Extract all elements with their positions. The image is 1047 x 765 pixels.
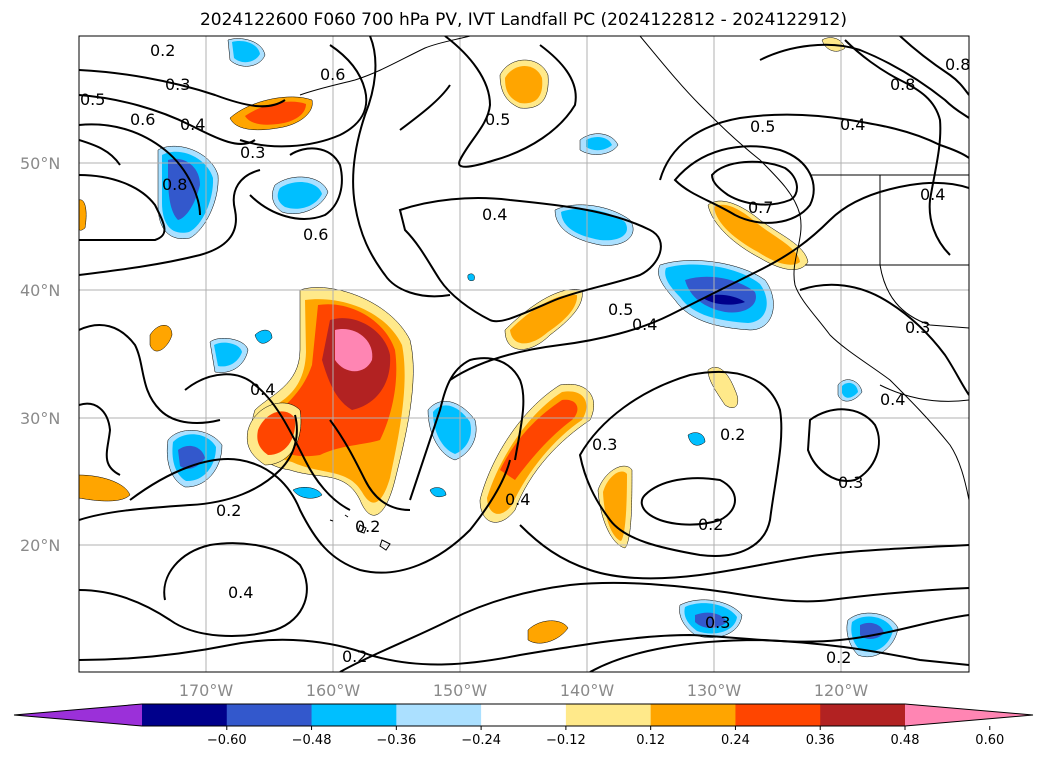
colorbar-tick-label: 0.60: [975, 733, 1004, 748]
colorbar-max-extension: [905, 704, 1033, 726]
latitude-labels: 50°N 40°N 30°N 20°N: [20, 154, 60, 555]
lon-label: 170°W: [179, 681, 234, 700]
pv-contours: [79, 36, 969, 672]
contour-labels: 0.2 0.3 0.5 0.6 0.4 0.8 0.3 0.6 0.6 0.4 …: [80, 41, 970, 667]
graticule: [79, 36, 969, 672]
contour-label: 0.3: [838, 473, 863, 492]
colorbar-bin: [481, 704, 567, 726]
contour-label: 0.4: [228, 583, 253, 602]
lon-label: 160°W: [306, 681, 361, 700]
contour-label: 0.8: [162, 175, 187, 194]
contour-label: 0.5: [80, 90, 105, 109]
contour-label: 0.2: [826, 648, 851, 667]
colorbar-bin: [565, 704, 652, 726]
contour-label: 0.4: [920, 185, 945, 204]
colorbar-outline: [13, 703, 1034, 727]
contour-label: 0.8: [945, 55, 970, 74]
lat-label: 50°N: [20, 154, 60, 173]
colorbar-min-extension: [14, 704, 142, 726]
contour-label: 0.6: [130, 110, 155, 129]
colorbar-bin: [311, 704, 397, 726]
colorbar-tick-label: −0.60: [207, 733, 247, 748]
contour-label: 0.6: [320, 65, 345, 84]
contour-label: 0.3: [592, 435, 617, 454]
shaded-field: [79, 37, 899, 657]
contour-label: 0.4: [880, 390, 905, 409]
lon-label: 130°W: [687, 681, 742, 700]
lon-label: 150°W: [433, 681, 488, 700]
contour-label: 0.2: [216, 501, 241, 520]
map-title: 2024122600 F060 700 hPa PV, IVT Landfall…: [199, 10, 847, 30]
contour-label: 0.2: [355, 517, 380, 536]
colorbar-tick-label: −0.36: [376, 733, 416, 748]
colorbar-tick-label: −0.12: [546, 733, 586, 748]
contour-label: 0.5: [608, 300, 633, 319]
contour-label: 0.4: [632, 315, 657, 334]
contour-label: 0.3: [705, 613, 730, 632]
colorbar: −0.60 −0.48 −0.36 −0.24 −0.12 0.12 0.24 0.36 0.4…: [13, 703, 1034, 748]
contour-label: 0.4: [840, 115, 865, 134]
colorbar-tick-label: −0.24: [461, 733, 501, 748]
contour-label: 0.3: [240, 143, 265, 162]
lon-label: 140°W: [560, 681, 615, 700]
lat-label: 20°N: [20, 536, 60, 555]
contour-label: 0.2: [720, 425, 745, 444]
colorbar-bin: [142, 704, 228, 726]
contour-label: 0.4: [250, 380, 275, 399]
lon-label: 120°W: [814, 681, 869, 700]
contour-label: 0.5: [485, 110, 510, 129]
colorbar-bin: [226, 704, 313, 726]
contour-label: 0.2: [342, 647, 367, 666]
colorbar-tick-label: 0.48: [891, 733, 920, 748]
colorbar-bin: [735, 704, 821, 726]
contour-label: 0.6: [303, 225, 328, 244]
contour-label: 0.4: [180, 115, 205, 134]
colorbar-bin: [820, 704, 906, 726]
contour-label: 0.4: [505, 490, 530, 509]
contour-label: 0.8: [890, 75, 915, 94]
contour-label: 0.2: [150, 41, 175, 60]
colorbar-tick-label: 0.12: [636, 733, 665, 748]
contour-label: 0.3: [165, 75, 190, 94]
colorbar-bin: [396, 704, 482, 726]
colorbar-tick-label: 0.36: [806, 733, 835, 748]
plot-frame: [78, 35, 970, 673]
colorbar-bin: [650, 704, 736, 726]
longitude-labels: 170°W 160°W 150°W 140°W 130°W 120°W: [179, 681, 869, 700]
contour-label: 0.5: [750, 117, 775, 136]
lat-label: 40°N: [20, 281, 60, 300]
colorbar-tick-label: 0.24: [721, 733, 750, 748]
colorbar-tick-label: −0.48: [292, 733, 332, 748]
contour-label: 0.4: [482, 205, 507, 224]
contour-label: 0.2: [698, 515, 723, 534]
contour-label: 0.7: [748, 198, 773, 217]
contour-label: 0.3: [905, 318, 930, 337]
lat-label: 30°N: [20, 409, 60, 428]
